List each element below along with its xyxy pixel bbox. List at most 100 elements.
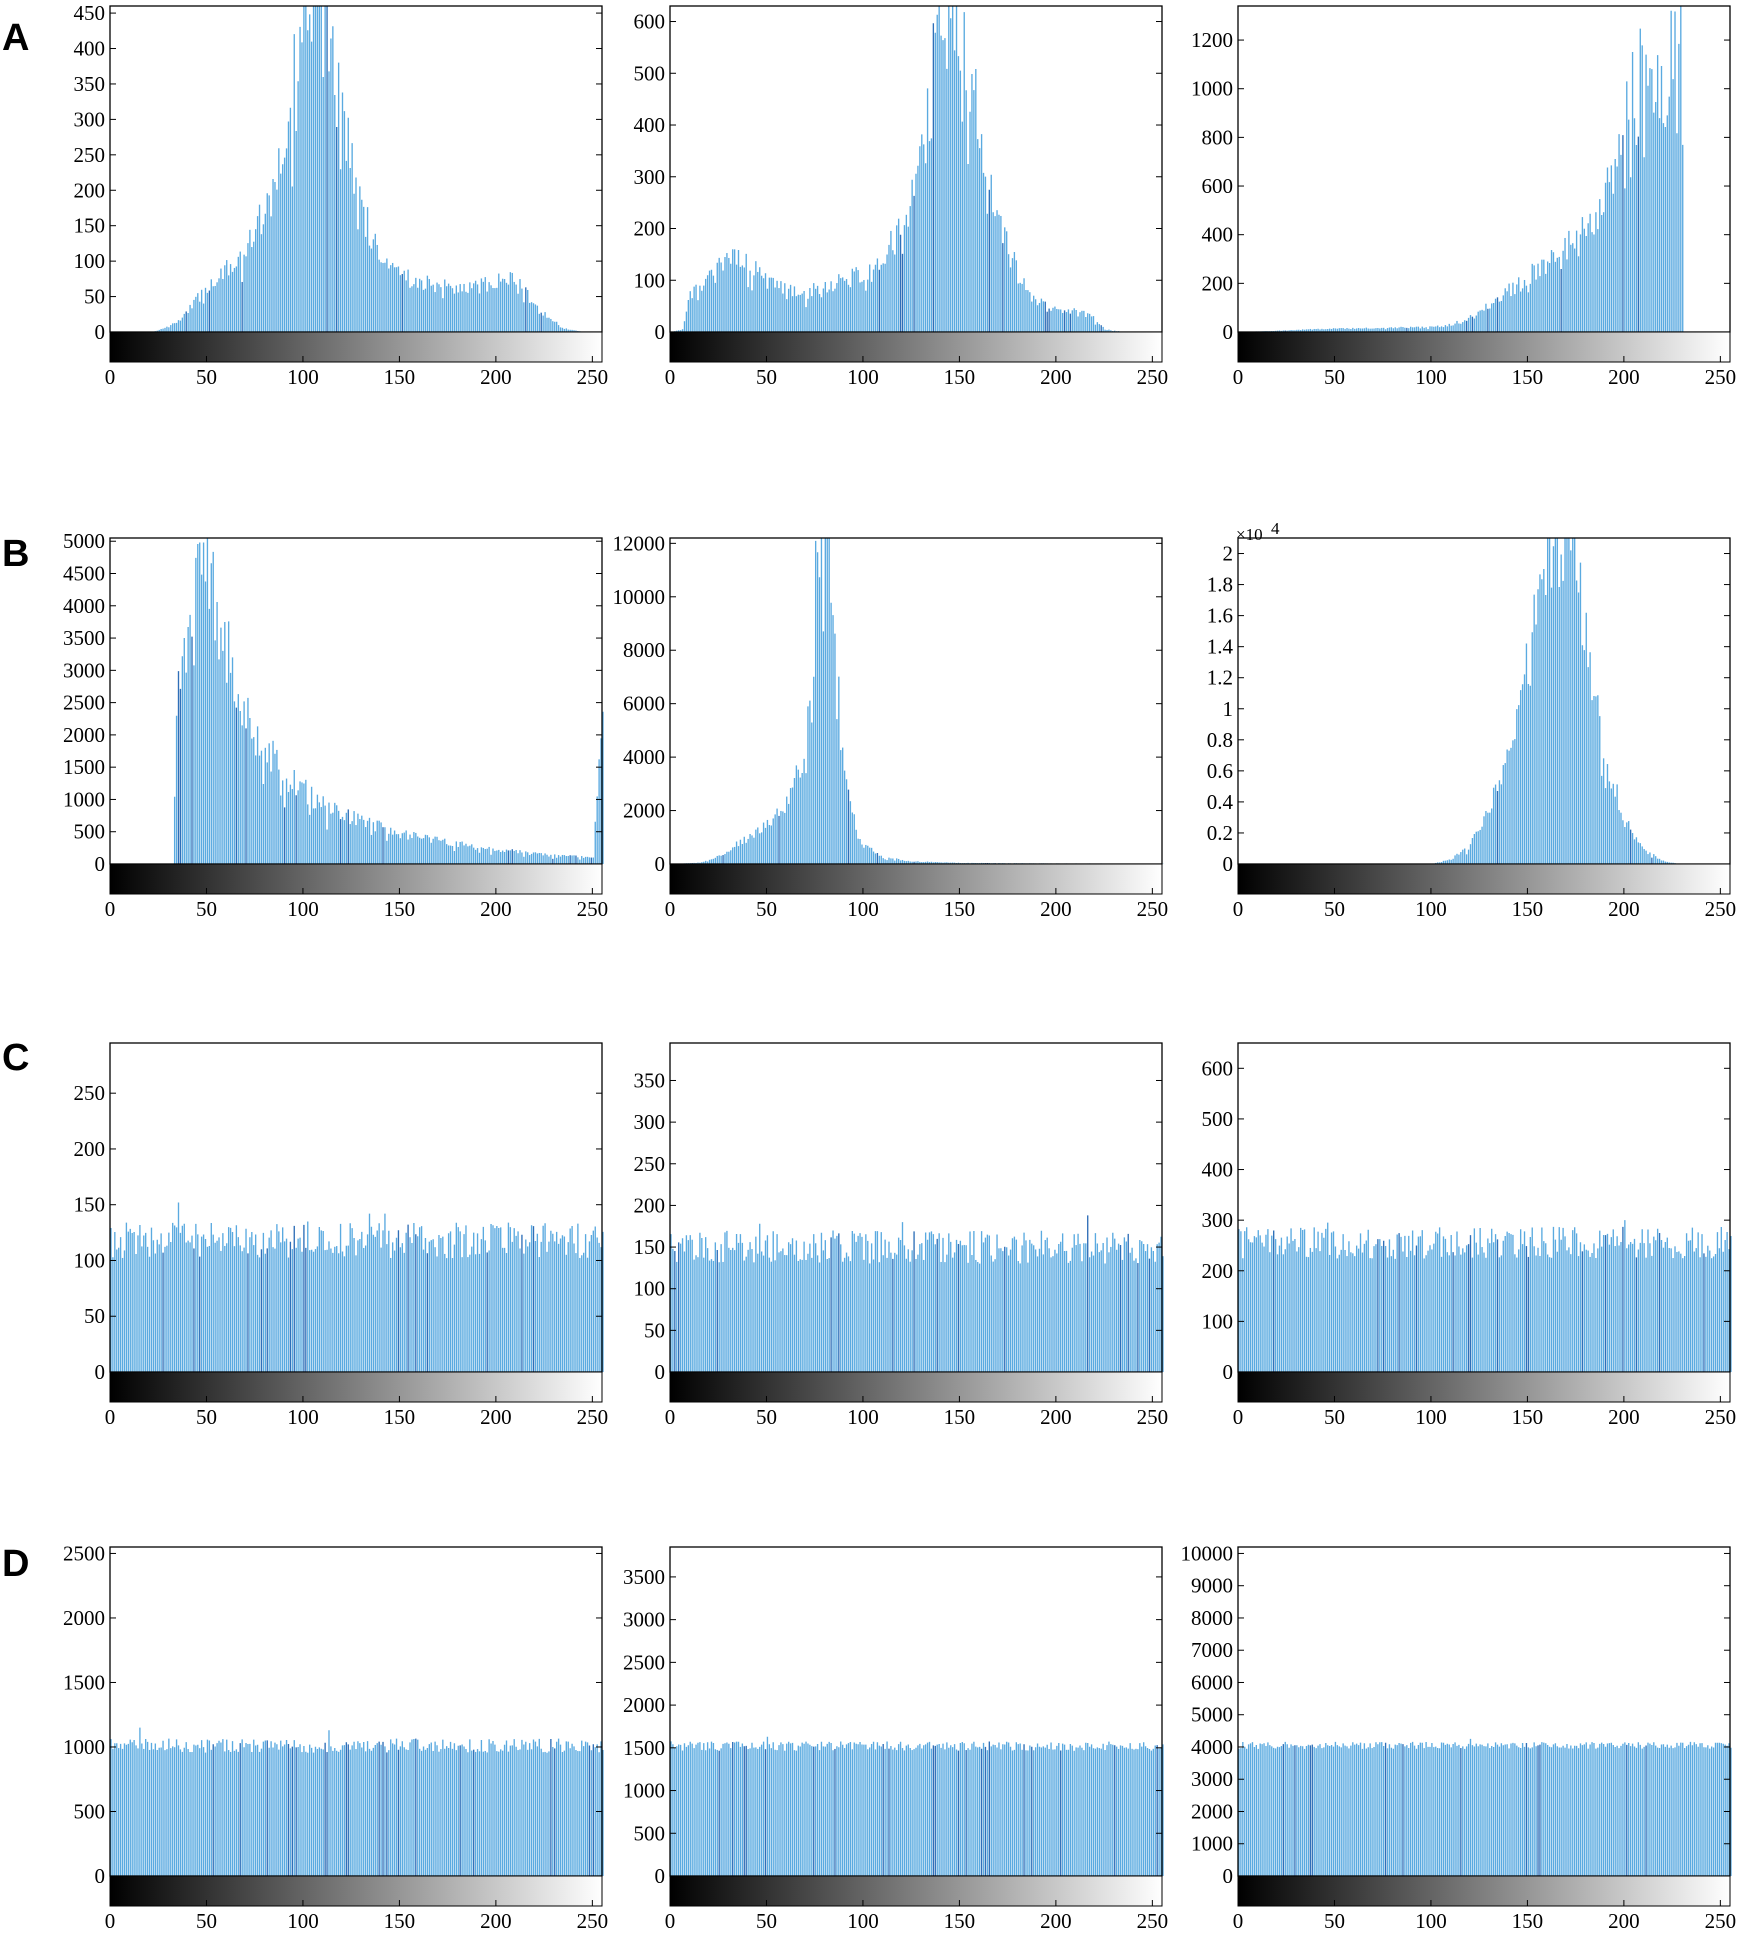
y-tick-label: 0 xyxy=(655,320,666,344)
row-label-b: B xyxy=(2,533,29,575)
x-tick-label: 100 xyxy=(1415,1909,1447,1933)
histogram-panel-d2: 0 500 1000 1500 2000 2500 3000 3500 0 50 100 150 200… xyxy=(623,1546,1168,1933)
x-tick-label: 100 xyxy=(847,365,879,389)
x-tick-label: 50 xyxy=(196,1405,217,1429)
x-tick-label: 150 xyxy=(944,1405,976,1429)
y-tick-label: 1000 xyxy=(1191,77,1233,101)
y-tick-label: 400 xyxy=(634,113,666,137)
x-tick-label: 100 xyxy=(1415,1405,1447,1429)
x-tick-label: 150 xyxy=(384,1405,416,1429)
y-tick-label: 4500 xyxy=(63,562,105,586)
x-tick-label: 200 xyxy=(480,897,512,921)
y-tick-label: 4000 xyxy=(1191,1735,1233,1759)
y-tick-label: 350 xyxy=(634,1068,666,1092)
y-tick-label: 0 xyxy=(95,1360,106,1384)
gray-level-colorbar xyxy=(109,1371,603,1403)
y-tick-label: 300 xyxy=(634,165,666,189)
histogram-panel-d3: 0100020003000400050006000700080009000100… xyxy=(1181,1541,1737,1933)
histogram-panel-a2: 0 100 200 300 400 500 600 0 50 100 150 200 250 xyxy=(634,5,1168,389)
y-tick-label: 1.2 xyxy=(1207,666,1233,690)
x-tick-label: 50 xyxy=(196,897,217,921)
y-tick-label: 1.8 xyxy=(1207,573,1233,597)
x-tick-label: 200 xyxy=(1040,1909,1072,1933)
y-tick-label: 3000 xyxy=(623,1608,665,1632)
y-tick-label: 2500 xyxy=(63,1541,105,1565)
x-tick-label: 50 xyxy=(756,1909,777,1933)
y-tick-label: 6000 xyxy=(623,692,665,716)
y-tick-label: 0 xyxy=(655,852,666,876)
y-tick-label: 4000 xyxy=(63,594,105,618)
histogram-bars xyxy=(110,1202,604,1372)
y-tick-label: 8000 xyxy=(1191,1606,1233,1630)
y-tick-label: 500 xyxy=(74,1799,106,1823)
y-tick-label: 200 xyxy=(74,178,106,202)
x-tick-label: 0 xyxy=(1233,1909,1244,1933)
x-tick-label: 50 xyxy=(1324,897,1345,921)
y-tick-label: 50 xyxy=(84,285,105,309)
y-tick-label: 0 xyxy=(1223,1360,1234,1384)
y-tick-label: 100 xyxy=(74,1248,106,1272)
y-tick-label: 600 xyxy=(1202,174,1234,198)
histogram-bars xyxy=(110,1727,604,1876)
x-tick-label: 100 xyxy=(287,1909,319,1933)
x-tick-label: 100 xyxy=(847,1909,879,1933)
gray-level-colorbar xyxy=(669,863,1163,895)
y-tick-label: 2 xyxy=(1223,542,1234,566)
y-tick-label: 1000 xyxy=(63,1735,105,1759)
x-tick-label: 250 xyxy=(577,1405,609,1429)
histogram-panel-c3: 0 100 200 300 400 500 600 0 50 100 150 200 250 xyxy=(1202,1042,1736,1429)
x-tick-label: 150 xyxy=(384,365,416,389)
gray-level-colorbar xyxy=(1237,1371,1731,1403)
gray-level-colorbar xyxy=(1237,331,1731,363)
x-tick-label: 150 xyxy=(1512,897,1544,921)
x-tick-label: 0 xyxy=(665,1405,676,1429)
x-tick-label: 250 xyxy=(1705,1909,1737,1933)
y-tick-label: 200 xyxy=(634,217,666,241)
x-tick-label: 250 xyxy=(1705,365,1737,389)
y-tick-label: 300 xyxy=(1202,1208,1234,1232)
x-tick-label: 250 xyxy=(1137,1405,1169,1429)
x-tick-label: 0 xyxy=(1233,897,1244,921)
x-tick-label: 100 xyxy=(287,365,319,389)
x-tick-label: 0 xyxy=(105,365,116,389)
y-tick-label: 2000 xyxy=(623,1693,665,1717)
y-tick-label: 250 xyxy=(74,143,106,167)
x-tick-label: 200 xyxy=(1608,1405,1640,1429)
x-tick-label: 50 xyxy=(1324,365,1345,389)
y-tick-label: 500 xyxy=(634,1821,666,1845)
plot-frame xyxy=(669,537,1163,865)
histogram-panel-b2: 0 2000 4000 6000 8000 10000 12000 0 50 100 150 200 2… xyxy=(613,531,1169,921)
histogram-panel-a1: 0 50 100 150 200 250 300 350 400 450 0 50 100 150 200 2… xyxy=(74,1,609,389)
x-tick-label: 200 xyxy=(1040,1405,1072,1429)
y-tick-label: 150 xyxy=(74,214,106,238)
x-tick-label: 250 xyxy=(1705,897,1737,921)
y-tick-label: 250 xyxy=(74,1081,106,1105)
y-tick-label: 400 xyxy=(1202,223,1234,247)
y-tick-label: 300 xyxy=(74,107,106,131)
histogram-panel-b3: 0 0.2 0.4 0.6 0.8 1 1.2 1.4 1.6 1.8 2×10 4 0 50 100 150… xyxy=(1207,519,1736,921)
x-tick-label: 150 xyxy=(1512,1909,1544,1933)
x-tick-label: 0 xyxy=(105,1405,116,1429)
y-tick-label: 100 xyxy=(634,268,666,292)
x-tick-label: 100 xyxy=(1415,365,1447,389)
y-axis-multiplier: ×10 xyxy=(1236,525,1263,544)
x-tick-label: 100 xyxy=(847,897,879,921)
x-tick-label: 0 xyxy=(665,365,676,389)
x-tick-label: 150 xyxy=(944,897,976,921)
y-tick-label: 2000 xyxy=(623,799,665,823)
y-tick-label: 100 xyxy=(1202,1309,1234,1333)
gray-level-colorbar xyxy=(109,331,603,363)
y-tick-label: 2000 xyxy=(63,723,105,747)
y-tick-label: 3000 xyxy=(1191,1767,1233,1791)
y-tick-label: 7000 xyxy=(1191,1638,1233,1662)
y-tick-label: 3500 xyxy=(623,1565,665,1589)
y-tick-label: 0 xyxy=(655,1864,666,1888)
x-tick-label: 150 xyxy=(944,1909,976,1933)
row-label-d: D xyxy=(2,1543,29,1585)
x-tick-label: 200 xyxy=(1608,897,1640,921)
x-tick-label: 50 xyxy=(756,365,777,389)
histogram-bars xyxy=(672,538,1164,864)
x-tick-label: 100 xyxy=(287,897,319,921)
x-tick-label: 200 xyxy=(1040,365,1072,389)
y-tick-label: 0 xyxy=(1223,1864,1234,1888)
